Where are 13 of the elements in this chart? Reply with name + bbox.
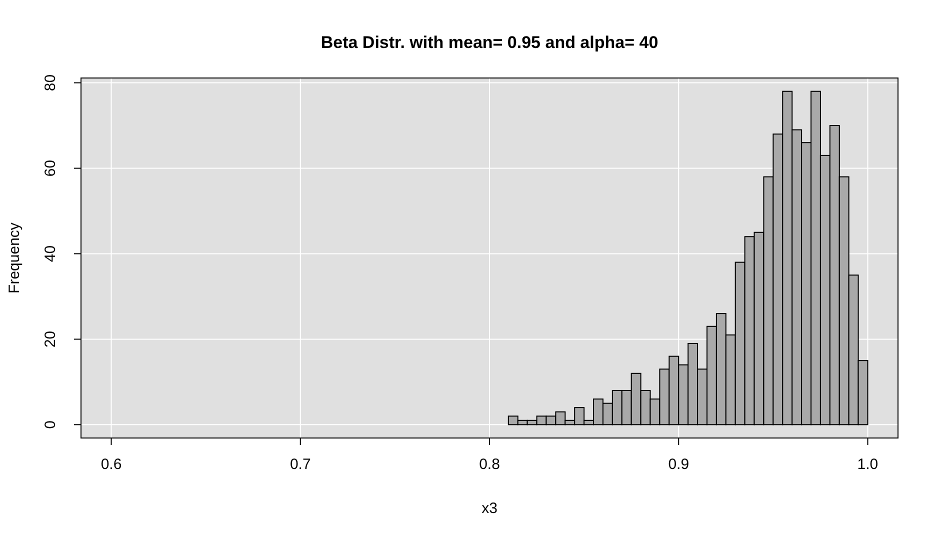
- x-tick-label: 0.7: [290, 456, 311, 473]
- y-tick-label: 60: [42, 160, 59, 177]
- y-tick-label: 0: [42, 420, 59, 429]
- y-tick-label: 20: [42, 330, 59, 348]
- x-axis-title: x3: [482, 500, 498, 517]
- x-tick-label: 0.6: [100, 456, 122, 473]
- y-tick-label: 80: [42, 74, 59, 92]
- y-axis-title: Frequency: [6, 222, 23, 294]
- x-tick-label: 1.0: [857, 456, 878, 473]
- x-tick-label: 0.9: [668, 456, 690, 473]
- y-tick-label: 40: [42, 245, 59, 262]
- chart-title: Beta Distr. with mean= 0.95 and alpha= 40: [320, 33, 658, 52]
- x-tick-label: 0.8: [479, 456, 500, 473]
